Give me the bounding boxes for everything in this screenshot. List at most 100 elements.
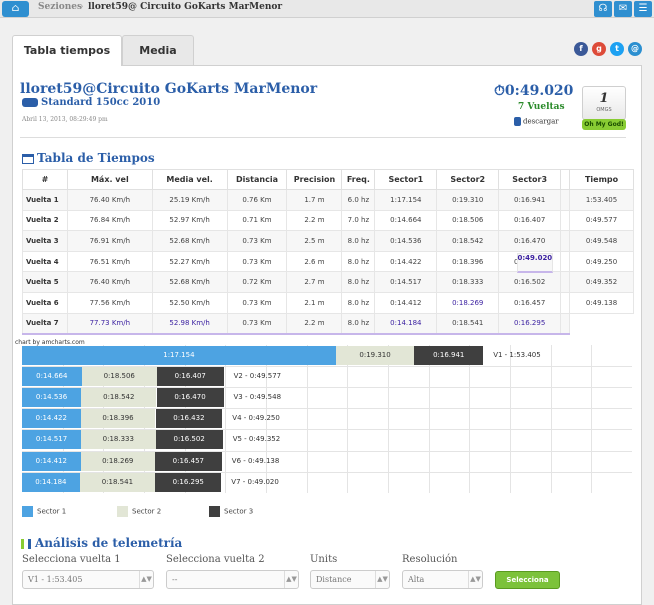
bar-sector2[interactable]: 0:18.541 [79,473,156,492]
table-cell: 0:18.333 [436,271,500,293]
table-cell [560,291,571,314]
download-link[interactable]: descargar [514,117,559,126]
grid-line [22,387,632,388]
col-header: # [22,169,68,190]
resolution-select[interactable]: Alta ▲▼ [402,570,483,589]
table-row: Vuelta 5 76.40 Km/h 52.68 Km/h 0.72 Km 2.7 m… [22,271,634,293]
bar-sector2[interactable]: 0:19.310 [335,346,415,365]
select-button[interactable]: Selecciona [495,571,560,589]
bar-sector3[interactable]: 0:16.457 [154,452,222,471]
bar-sector3[interactable]: 0:16.941 [414,346,484,365]
bar-sector1[interactable]: 0:14.664 [22,367,82,386]
legend-item-sector2[interactable]: Sector 2 [117,506,161,517]
col-header: Sector2 [436,169,500,190]
col-header: Sector1 [374,169,438,190]
download-icon [514,117,521,126]
table-cell: 52.68 Km/h [151,230,228,252]
bar-sector1[interactable]: 0:14.536 [22,388,82,407]
grid-line [510,345,511,493]
divider [20,137,626,138]
lap-label: Vuelta 3 [22,230,68,252]
facebook-icon[interactable]: f [574,42,588,56]
table-cell: 0.73 Km [226,250,288,273]
table-cell: 52.27 Km/h [151,250,228,273]
bar-sector1[interactable]: 0:14.184 [22,473,80,492]
lap2-select[interactable]: -- ▲▼ [166,570,299,589]
table-cell: 0:16.407 [498,209,562,232]
bar-sector3[interactable]: 0:16.407 [156,367,224,386]
lap1-label: Selecciona vuelta 1 [22,554,121,565]
breadcrumb-section[interactable]: Seziones [38,2,83,12]
col-header: Precision [286,169,343,190]
bar-sector2[interactable]: 0:18.269 [80,452,155,471]
google-plus-icon[interactable]: g [592,42,606,56]
legend-swatch [22,506,33,517]
table-row: Vuelta 2 76.84 Km/h 52.97 Km/h 0.71 Km 2.2 m… [22,209,634,232]
bar-sector3[interactable]: 0:16.432 [155,409,223,428]
breadcrumb-separator-icon: › [80,2,84,12]
lap-label: Vuelta 7 [22,312,68,335]
legend-label: Sector 3 [224,507,254,516]
lap-label: Vuelta 5 [22,271,68,293]
headset-icon[interactable]: ☊ [594,1,612,17]
best-time-value: 0:49.020 [504,83,574,99]
tab-tabla-tiempos[interactable]: Tabla tiempos [12,35,122,66]
legend-item-sector3[interactable]: Sector 3 [209,506,253,517]
chart-credit[interactable]: chart by amcharts.com [13,339,87,346]
table-cell: 52.97 Km/h [151,209,228,232]
legend-swatch [117,506,128,517]
bar-sector3[interactable]: 0:16.295 [155,473,222,492]
resolution-select-value: Alta [408,575,425,584]
stopwatch-icon: ⏱ [494,83,505,99]
breadcrumb-current: lloret59@ Circuito GoKarts MarMenor [88,2,283,12]
twitter-icon[interactable]: t [610,42,624,56]
bar-sector1[interactable]: 0:14.412 [22,452,81,471]
grid-line [551,345,552,493]
download-label: descargar [523,117,559,126]
bar-sector3[interactable]: 0:16.470 [156,388,224,407]
kart-class: Standard 150cc 2010 [22,97,160,108]
bar-sector2[interactable]: 0:18.506 [81,367,157,386]
grid-line [347,345,348,493]
tab-media[interactable]: Media [122,35,194,65]
mail-icon[interactable]: ✉ [614,1,632,17]
table-icon [22,153,34,164]
col-header: Tiempo [569,169,634,190]
bar-sector2[interactable]: 0:18.542 [81,388,157,407]
grid-menu-icon[interactable]: ☰ [634,1,652,17]
table-cell [560,230,571,252]
omg-button[interactable]: Oh My God! [582,119,626,130]
units-select[interactable]: Distance ▲▼ [310,570,390,589]
bar-sector1[interactable]: 1:17.154 [22,346,336,365]
grid-line [22,451,632,452]
bar-sector1[interactable]: 0:14.517 [22,430,81,449]
bar-sector3[interactable]: 0:16.502 [155,430,223,449]
email-share-icon[interactable]: @ [628,42,642,56]
table-cell: 0:49.020 [516,252,554,274]
table-cell: 0:49.548 [569,230,634,252]
table-row: Vuelta 6 77.56 Km/h 52.50 Km/h 0.73 Km 2.1 m… [22,291,634,314]
table-cell: 6.0 hz [341,189,376,211]
table-cell: 0:16.502 [498,271,562,293]
table-cell: 0:14.536 [374,230,438,252]
bar-sector1[interactable]: 0:14.422 [22,409,81,428]
table-cell: 1:53.405 [569,189,634,211]
times-section-title: Tabla de Tiempos [22,151,155,165]
home-icon[interactable]: ⌂ [2,1,29,17]
col-header: Freq. [341,169,376,190]
kart-icon [22,98,38,107]
lap1-select[interactable]: V1 - 1:53.405 ▲▼ [22,570,154,589]
bar-sector2[interactable]: 0:18.333 [81,430,156,449]
legend-item-sector1[interactable]: Sector 1 [22,506,66,517]
table-cell: 2.2 m [286,209,343,232]
table-cell: 52.68 Km/h [151,271,228,293]
table-cell: 0.73 Km [226,291,288,314]
lap-label: Vuelta 4 [22,250,68,273]
table-cell: 7.0 hz [341,209,376,232]
table-cell: 1:17.154 [374,189,438,211]
bar-sector2[interactable]: 0:18.396 [80,409,156,428]
col-header: Distancia [226,169,288,190]
table-cell: 2.6 m [286,250,343,273]
resolution-label: Resolución [402,554,458,565]
legend-label: Sector 1 [37,507,67,516]
